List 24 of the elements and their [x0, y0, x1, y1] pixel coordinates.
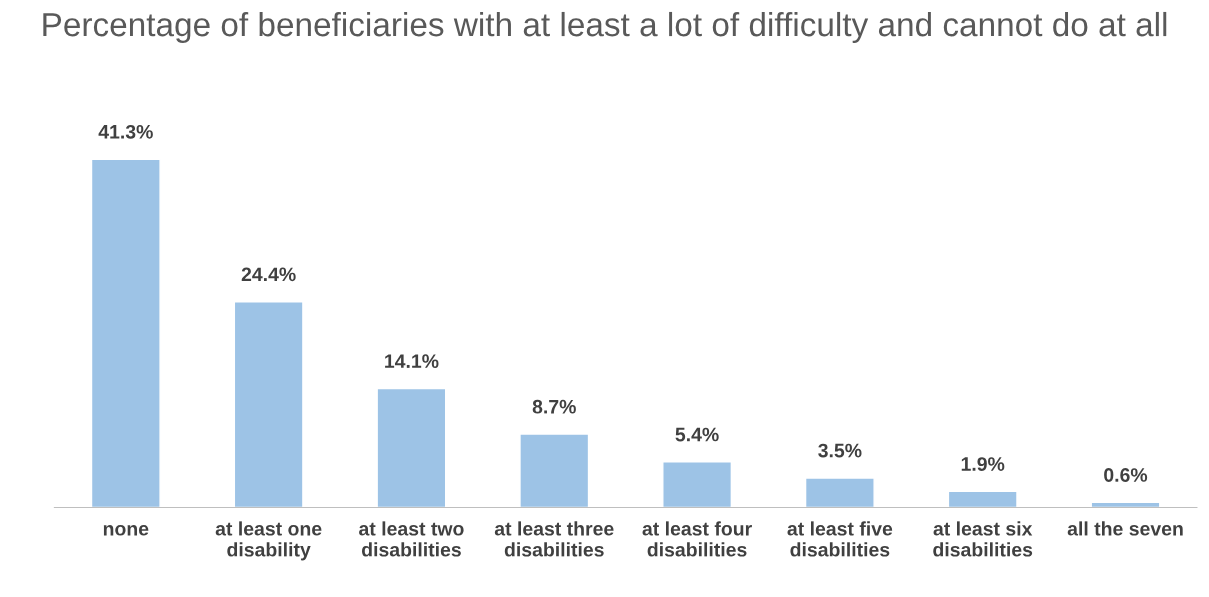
- x-tick-label: none: [103, 524, 149, 536]
- chart-title: Percentage of beneficiaries with at least a lot of difficulty and cannot do at all: [43, 11, 1167, 44]
- bar: [804, 477, 875, 508]
- data-label: 3.5%: [818, 443, 862, 458]
- x-tick-label: at least two disabilities: [359, 521, 464, 557]
- data-label: 1.9%: [961, 457, 1005, 471]
- bar: [90, 158, 161, 508]
- data-label: 14.1%: [385, 354, 439, 369]
- x-tick-label: all the seven: [1067, 521, 1183, 536]
- x-tick-label: at least four disabilities: [642, 521, 752, 557]
- bar: [233, 301, 304, 508]
- data-label: 0.6%: [1104, 468, 1148, 482]
- bar: [662, 461, 733, 508]
- bar: [519, 433, 590, 508]
- data-label: 24.4%: [241, 267, 296, 282]
- x-tick-label: at least three disabilities: [494, 521, 614, 557]
- data-label: 8.7%: [532, 399, 576, 414]
- x-tick-label: at least six disabilities: [933, 521, 1033, 557]
- bar: [376, 387, 447, 508]
- bar: [947, 490, 1018, 508]
- data-label: 5.4%: [675, 427, 719, 442]
- x-tick-label: at least five disabilities: [787, 521, 893, 557]
- x-tick-label: at least one disability: [215, 521, 322, 561]
- data-label: 41.3%: [98, 124, 153, 139]
